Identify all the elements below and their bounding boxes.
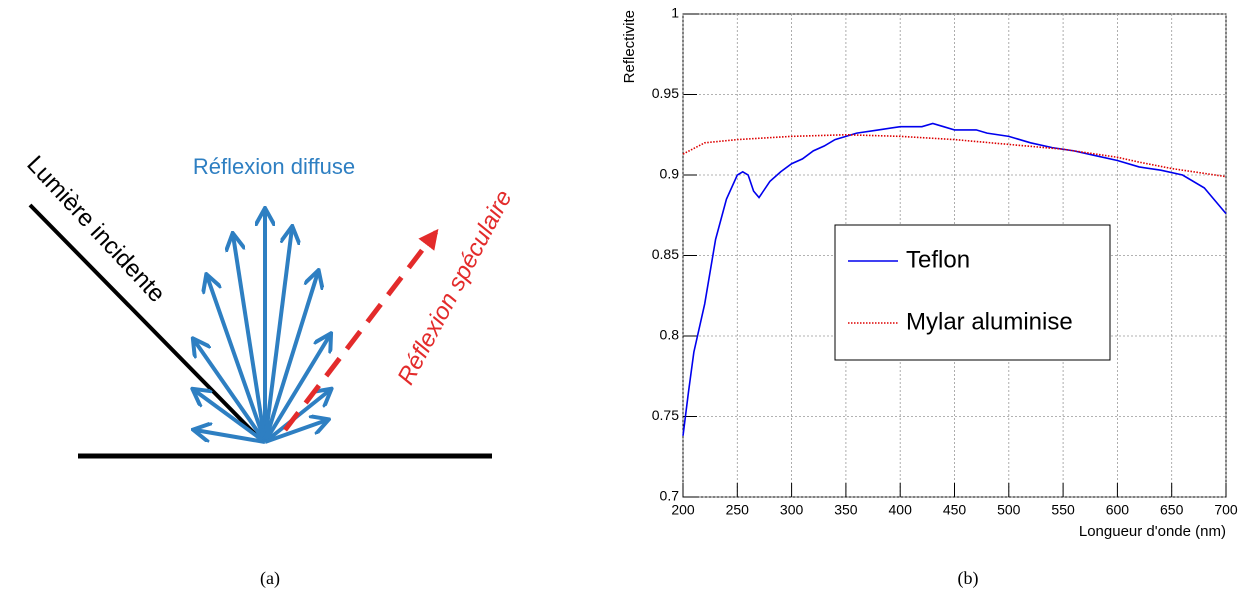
diffuse-rays [194,210,330,444]
legend-label: Mylar aluminise [906,308,1073,335]
y-tick-label: 0.85 [652,246,679,262]
x-tick-label: 400 [889,502,913,518]
specular-label: Réflexion spéculaire [392,186,517,390]
incident-label: Lumière incidente [21,151,170,308]
caption: (b) [958,568,979,589]
x-tick-label: 200 [671,502,695,518]
y-tick-label: 1 [671,5,679,21]
incident-ray [28,203,260,439]
diffuse-label: Réflexion diffuse [193,154,355,179]
x-tick-label: 600 [1106,502,1130,518]
x-tick-label: 450 [943,502,967,518]
x-axis-title: Longueur d'onde (nm) [1079,523,1226,540]
y-axis-title: Reflectivite [621,10,638,83]
y-tick-label: 0.95 [652,85,679,101]
x-tick-label: 250 [726,502,750,518]
x-tick-label: 300 [780,502,804,518]
legend-label: Teflon [906,246,970,273]
chart: 0.7 0.75 0.8 0.85 0.9 0.95 1 200 250 300 350 400 450… [621,5,1238,540]
caption: (a) [260,568,280,589]
x-tick-label: 550 [1051,502,1075,518]
y-tick-label: 0.9 [660,166,680,182]
data-line [682,122,1227,436]
specular-ray [283,228,439,432]
y-tick-label: 0.7 [660,488,680,504]
x-tick-label: 700 [1214,502,1238,518]
y-tick-label: 0.8 [660,327,680,343]
x-tick-label: 350 [834,502,858,518]
data-line [682,133,1227,178]
legend [834,224,1111,361]
diagram: Lumière incidente Réflexion diffuse Réfl… [21,151,517,589]
x-tick-label: 500 [997,502,1021,518]
x-tick-label: 650 [1160,502,1184,518]
y-tick-label: 0.75 [652,407,679,423]
